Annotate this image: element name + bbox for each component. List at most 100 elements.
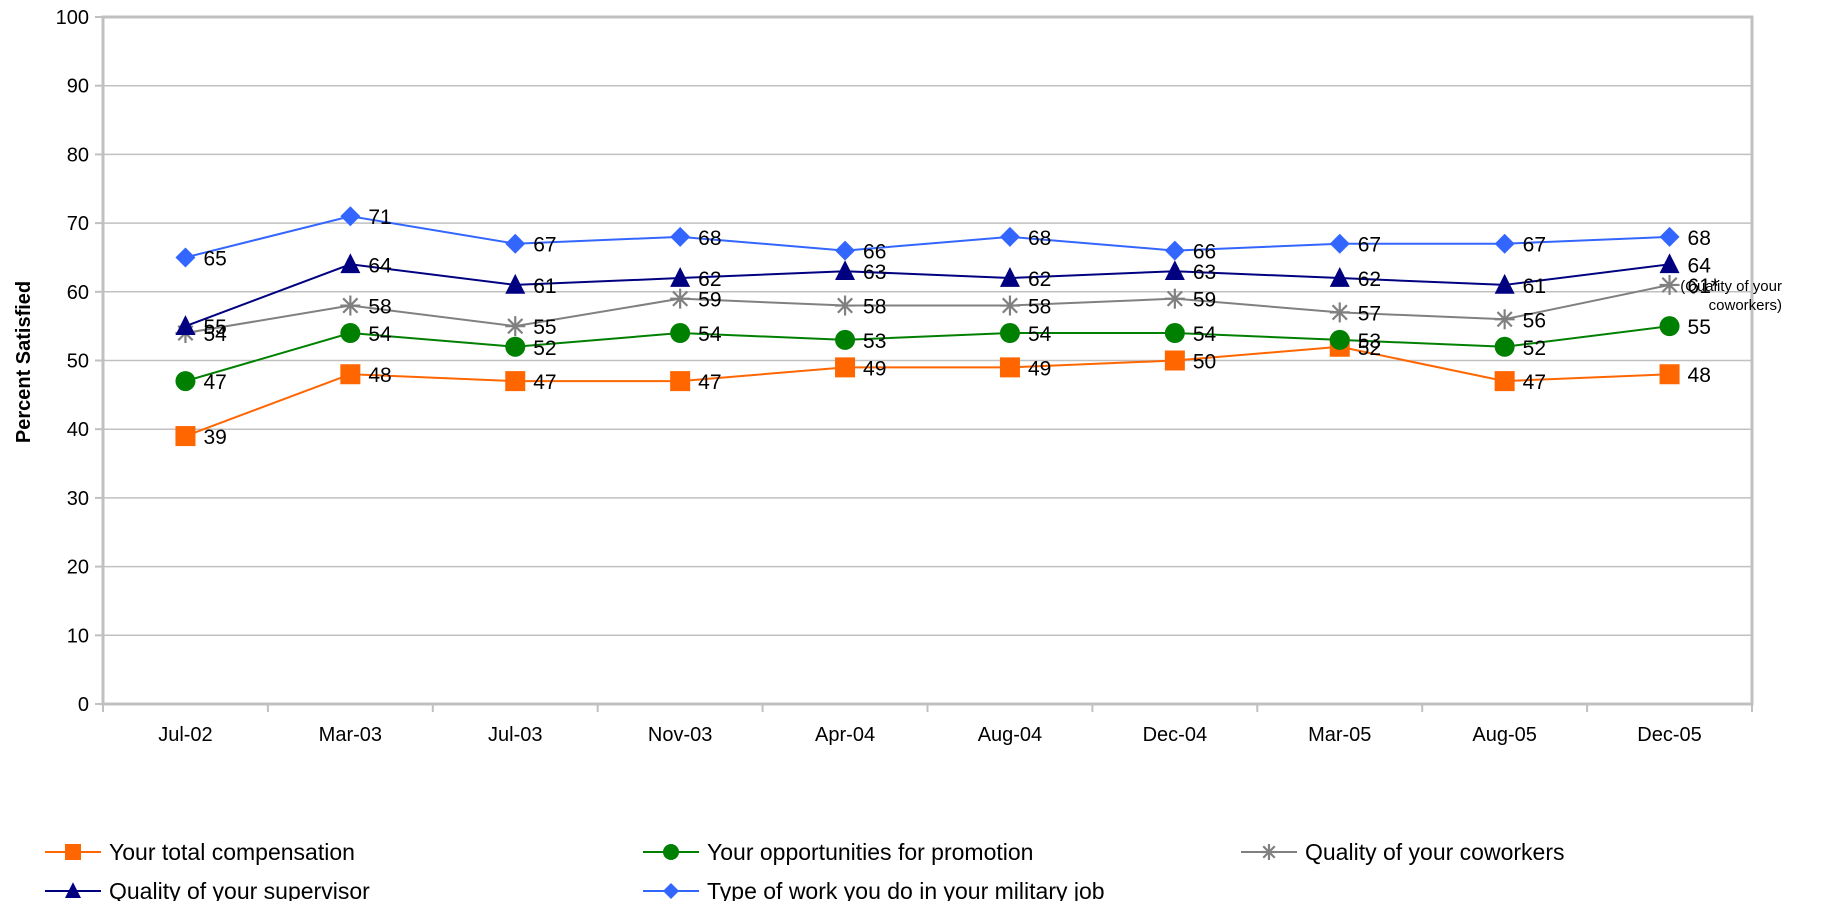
y-axis-label: Percent Satisfied bbox=[13, 281, 35, 443]
data-label-quality-of-your-coworkers-9: 61* bbox=[1688, 275, 1720, 298]
point-quality-of-your-supervisor-1 bbox=[340, 253, 361, 274]
x-tick-label-Mar-05: Mar-05 bbox=[1308, 724, 1371, 746]
data-label-quality-of-your-coworkers-5: 58 bbox=[1028, 296, 1051, 319]
data-label-your-total-compensation-4: 49 bbox=[863, 357, 886, 380]
data-label-quality-of-your-coworkers-2: 55 bbox=[533, 316, 556, 339]
data-label-quality-of-your-coworkers-7: 57 bbox=[1358, 302, 1381, 325]
point-type-of-work-you-do-in-your-military-job-7 bbox=[1329, 233, 1350, 254]
point-quality-of-your-coworkers-2 bbox=[505, 316, 526, 337]
data-label-your-total-compensation-1: 48 bbox=[368, 364, 391, 387]
point-quality-of-your-coworkers-4 bbox=[835, 295, 856, 316]
legend-item-quality-of-your-coworkers: Quality of your coworkers bbox=[1241, 839, 1564, 865]
point-quality-of-your-supervisor-2 bbox=[505, 273, 526, 294]
data-label-quality-of-your-coworkers-0: 54 bbox=[203, 323, 227, 346]
y-tick-label-70: 70 bbox=[67, 213, 89, 235]
point-quality-of-your-supervisor-5 bbox=[999, 267, 1020, 287]
legend-label-quality-of-your-supervisor: Quality of your supervisor bbox=[109, 878, 370, 901]
y-tick-label-80: 80 bbox=[67, 144, 89, 166]
y-tick-label-100: 100 bbox=[56, 7, 89, 29]
data-label-your-total-compensation-9: 48 bbox=[1688, 364, 1711, 387]
data-label-quality-of-your-supervisor-4: 63 bbox=[863, 261, 886, 284]
y-tick-label-10: 10 bbox=[67, 625, 89, 647]
series-line-quality-of-your-supervisor bbox=[185, 263, 1670, 328]
data-label-quality-of-your-supervisor-5: 62 bbox=[1028, 268, 1051, 291]
point-type-of-work-you-do-in-your-military-job-5 bbox=[999, 226, 1020, 247]
data-label-your-opportunities-for-promotion-8: 52 bbox=[1523, 337, 1546, 360]
point-quality-of-your-coworkers-1 bbox=[340, 295, 361, 316]
data-label-type-of-work-you-do-in-your-military-job-9: 68 bbox=[1688, 227, 1711, 250]
point-your-opportunities-for-promotion-0 bbox=[175, 371, 196, 392]
point-your-opportunities-for-promotion-4 bbox=[835, 329, 856, 350]
y-tick-label-40: 40 bbox=[67, 419, 89, 441]
data-label-your-total-compensation-8: 47 bbox=[1523, 371, 1546, 394]
legend-marker-your-total-compensation bbox=[65, 844, 81, 860]
data-label-type-of-work-you-do-in-your-military-job-5: 68 bbox=[1028, 227, 1051, 250]
data-label-type-of-work-you-do-in-your-military-job-6: 66 bbox=[1193, 241, 1216, 264]
y-tick-label-0: 0 bbox=[78, 694, 89, 716]
data-label-quality-of-your-supervisor-3: 62 bbox=[698, 268, 721, 291]
legend-label-quality-of-your-coworkers: Quality of your coworkers bbox=[1305, 839, 1564, 865]
series-line-type-of-work-you-do-in-your-military-job bbox=[185, 215, 1670, 259]
point-your-opportunities-for-promotion-6 bbox=[1164, 323, 1185, 344]
series-type-of-work-you-do-in-your-military-job bbox=[175, 206, 1680, 268]
point-your-opportunities-for-promotion-7 bbox=[1329, 329, 1350, 350]
legend-item-type-of-work-you-do-in-your-military-job: Type of work you do in your military job bbox=[643, 878, 1105, 901]
data-label-your-total-compensation-0: 39 bbox=[203, 426, 226, 449]
point-your-total-compensation-6 bbox=[1164, 350, 1185, 371]
data-label-your-total-compensation-7: 52 bbox=[1358, 337, 1381, 360]
point-quality-of-your-supervisor-3 bbox=[670, 267, 691, 287]
annotation: (Quality of your coworkers) bbox=[1680, 278, 1782, 314]
legend-label-your-opportunities-for-promotion: Your opportunities for promotion bbox=[707, 839, 1033, 865]
point-your-opportunities-for-promotion-8 bbox=[1494, 336, 1515, 357]
data-label-quality-of-your-supervisor-8: 61 bbox=[1523, 275, 1546, 298]
series-your-opportunities-for-promotion bbox=[175, 316, 1680, 392]
point-quality-of-your-coworkers-5 bbox=[999, 295, 1020, 316]
data-label-your-opportunities-for-promotion-1: 54 bbox=[368, 323, 392, 346]
data-label-your-opportunities-for-promotion-3: 54 bbox=[698, 323, 722, 346]
series-layer bbox=[175, 206, 1680, 447]
x-tick-label-Jul-03: Jul-03 bbox=[488, 724, 542, 746]
x-tick-label-Mar-03: Mar-03 bbox=[319, 724, 382, 746]
legend: Your total compensation Your opportunitie… bbox=[45, 839, 1564, 901]
data-label-your-total-compensation-3: 47 bbox=[698, 371, 721, 394]
data-label-quality-of-your-supervisor-6: 63 bbox=[1193, 261, 1216, 284]
x-tick-label-Jul-02: Jul-02 bbox=[158, 724, 212, 746]
data-label-quality-of-your-supervisor-7: 62 bbox=[1358, 268, 1381, 291]
point-quality-of-your-coworkers-7 bbox=[1329, 302, 1350, 323]
y-tick-label-50: 50 bbox=[67, 351, 89, 373]
data-label-quality-of-your-coworkers-6: 59 bbox=[1193, 289, 1216, 312]
point-quality-of-your-supervisor-7 bbox=[1329, 267, 1350, 287]
data-label-your-opportunities-for-promotion-7: 53 bbox=[1358, 330, 1381, 353]
annotation-line-1: (Quality of your bbox=[1680, 278, 1782, 295]
gridlines bbox=[103, 16, 1752, 705]
data-label-your-opportunities-for-promotion-6: 54 bbox=[1193, 323, 1217, 346]
point-your-opportunities-for-promotion-3 bbox=[670, 323, 691, 344]
x-tick-label-Aug-04: Aug-04 bbox=[978, 724, 1043, 746]
y-tick-label-20: 20 bbox=[67, 557, 89, 579]
data-label-type-of-work-you-do-in-your-military-job-0: 65 bbox=[203, 247, 226, 270]
series-line-your-total-compensation bbox=[185, 345, 1670, 438]
point-type-of-work-you-do-in-your-military-job-1 bbox=[340, 206, 361, 227]
data-label-your-total-compensation-6: 50 bbox=[1193, 351, 1216, 374]
data-label-quality-of-your-coworkers-3: 59 bbox=[698, 289, 721, 312]
data-label-quality-of-your-coworkers-4: 58 bbox=[863, 296, 886, 319]
data-label-quality-of-your-supervisor-0: 55 bbox=[203, 316, 226, 339]
data-label-your-opportunities-for-promotion-0: 47 bbox=[203, 371, 226, 394]
point-type-of-work-you-do-in-your-military-job-4 bbox=[835, 240, 856, 261]
x-tick-label-Dec-05: Dec-05 bbox=[1637, 724, 1701, 746]
point-your-total-compensation-5 bbox=[999, 357, 1020, 378]
point-type-of-work-you-do-in-your-military-job-9 bbox=[1659, 226, 1680, 247]
x-axis-ticks: Jul-02 Mar-03 Jul-03 Nov-03 Apr-04 Aug-04 Dec-… bbox=[102, 704, 1753, 746]
point-your-total-compensation-4 bbox=[835, 357, 856, 378]
legend-label-type-of-work-you-do-in-your-military-job: Type of work you do in your military job bbox=[707, 878, 1105, 901]
data-label-your-opportunities-for-promotion-5: 54 bbox=[1028, 323, 1052, 346]
point-quality-of-your-supervisor-8 bbox=[1494, 273, 1515, 294]
legend-marker-quality-of-your-coworkers bbox=[1261, 844, 1277, 860]
legend-marker-type-of-work-you-do-in-your-military-job bbox=[663, 883, 679, 899]
y-tick-label-60: 60 bbox=[67, 282, 89, 304]
annotation-line-2: coworkers) bbox=[1709, 297, 1782, 314]
data-label-your-opportunities-for-promotion-2: 52 bbox=[533, 337, 556, 360]
point-type-of-work-you-do-in-your-military-job-6 bbox=[1164, 240, 1185, 261]
point-your-opportunities-for-promotion-5 bbox=[999, 323, 1020, 344]
